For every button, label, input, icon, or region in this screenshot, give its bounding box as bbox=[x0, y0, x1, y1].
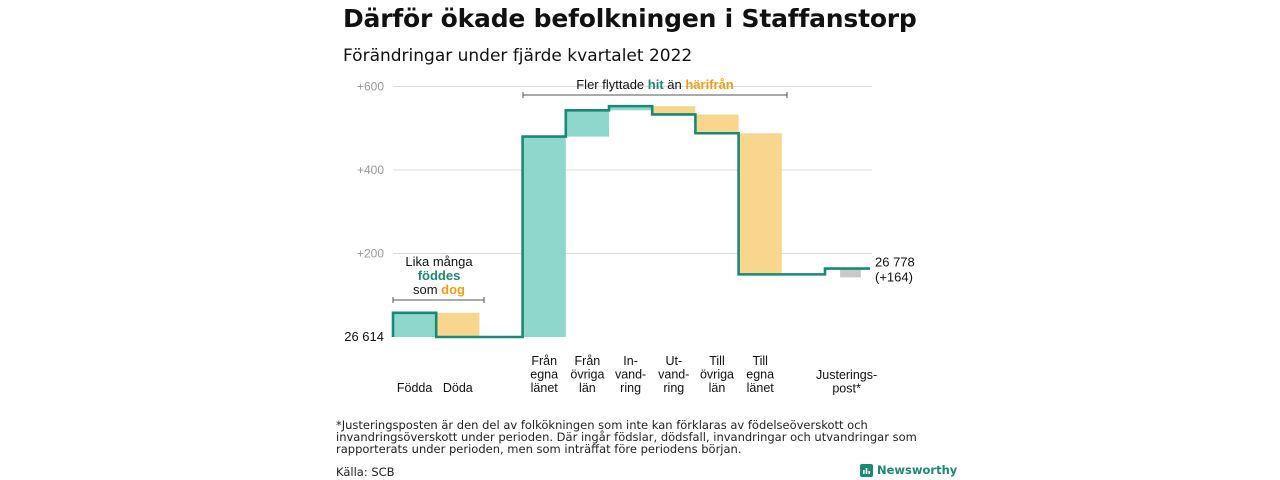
bar-decrease bbox=[695, 114, 739, 134]
footnote: *Justeringsposten är den del av folkökni… bbox=[336, 418, 917, 456]
annotation-births-prefix: som bbox=[413, 282, 441, 297]
bar-increase bbox=[609, 106, 653, 111]
bar-layer bbox=[393, 106, 861, 337]
cumulative-step-line bbox=[391, 104, 870, 339]
x-category-label: Födda bbox=[397, 381, 432, 395]
grid-layer: +200 +400 +600 bbox=[357, 80, 872, 261]
bar-increase bbox=[393, 312, 437, 337]
annotation-migration-hit: hit bbox=[648, 77, 665, 92]
x-category-label: vand- bbox=[615, 368, 646, 382]
annotation-migration-harifran: härifrån bbox=[685, 77, 733, 92]
brand: Newsworthy bbox=[860, 463, 957, 477]
annotation-migration: Fler flyttade hit än härifrån bbox=[576, 77, 734, 92]
annotation-migration-middle: än bbox=[664, 77, 686, 92]
source-label: Källa: SCB bbox=[336, 465, 395, 479]
annotation-births-line2: föddes bbox=[418, 268, 461, 283]
end-value-label: 26 778 bbox=[875, 255, 915, 270]
x-category-label: In- bbox=[623, 354, 638, 368]
x-category-label: vand- bbox=[658, 368, 689, 382]
x-category-label: Från bbox=[531, 354, 557, 368]
start-value-label: 26 614 bbox=[344, 329, 384, 344]
x-category-label: övriga bbox=[570, 368, 604, 382]
y-tick-label: +400 bbox=[357, 163, 384, 177]
newsworthy-logo-icon bbox=[860, 463, 873, 477]
x-category-label: Justerings- bbox=[816, 368, 877, 382]
x-category-label: ring bbox=[620, 381, 641, 395]
x-category-label: länet bbox=[531, 381, 559, 395]
bar-increase bbox=[522, 136, 566, 337]
bar-decrease bbox=[436, 312, 480, 337]
x-category-label: Ut- bbox=[665, 354, 682, 368]
line-layer bbox=[391, 104, 870, 339]
x-category-label: Från bbox=[575, 354, 601, 368]
y-tick-label: +600 bbox=[357, 80, 384, 94]
chart-subtitle: Förändringar under fjärde kvartalet 2022 bbox=[343, 46, 693, 66]
x-category-label: post* bbox=[832, 382, 861, 396]
end-change-label: (+164) bbox=[875, 270, 913, 285]
label-layer: Födda DödaFrånegnalänetFrånövrigalänIn-va… bbox=[344, 255, 915, 396]
bar-adjustment bbox=[840, 268, 861, 278]
x-category-label: egna bbox=[530, 368, 558, 382]
x-category-label: egna bbox=[746, 368, 774, 382]
annotation-births-line3: som dog bbox=[413, 282, 465, 297]
x-category-label: övriga bbox=[700, 368, 734, 382]
x-category-label: Döda bbox=[443, 381, 473, 395]
x-category-label: län bbox=[709, 381, 726, 395]
bar-decrease bbox=[652, 106, 696, 115]
x-category-label: län bbox=[579, 381, 596, 395]
bar-increase bbox=[565, 110, 609, 137]
brand-name: Newsworthy bbox=[877, 463, 958, 477]
annotation-migration-prefix: Fler flyttade bbox=[576, 77, 648, 92]
chart-title: Därför ökade befolkningen i Staffanstorp bbox=[343, 4, 917, 33]
annotation-births-highlight: dog bbox=[441, 282, 465, 297]
x-category-label: Till bbox=[709, 354, 725, 368]
x-category-label: Till bbox=[752, 354, 768, 368]
bar-decrease bbox=[738, 133, 782, 275]
x-category-label: länet bbox=[747, 381, 775, 395]
x-category-label: ring bbox=[663, 381, 684, 395]
annotation-births-line1: Lika många bbox=[405, 254, 473, 269]
y-tick-label: +200 bbox=[357, 247, 384, 261]
